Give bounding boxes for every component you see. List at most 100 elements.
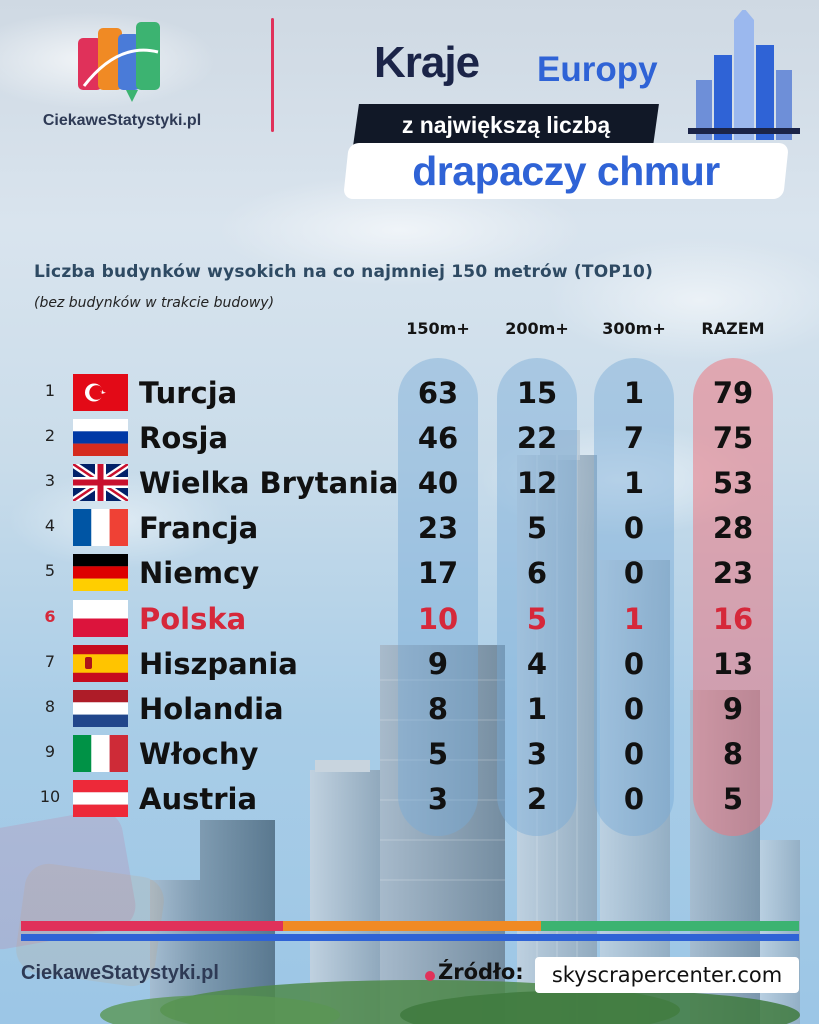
germany-flag (73, 554, 128, 592)
value-150m: 63 (417, 376, 459, 410)
value-200m: 3 (526, 736, 548, 771)
country-name: Rosja (139, 421, 229, 456)
value-200m: 2 (526, 781, 548, 816)
skyline-icon (688, 10, 800, 140)
source-value: skyscrapercenter.com (535, 957, 799, 993)
rank-number: 5 (44, 561, 56, 581)
value-razem: 79 (712, 376, 754, 410)
value-150m: 40 (417, 466, 459, 501)
value-300m: 7 (623, 421, 645, 456)
value-razem: 16 (712, 601, 754, 636)
table-row: 3 Wielka Brytania 40 12 1 53 (0, 461, 819, 506)
value-150m: 8 (427, 691, 449, 726)
value-150m: 23 (417, 511, 459, 546)
rank-number: 9 (44, 741, 56, 761)
country-name: Włochy (139, 736, 259, 771)
column-pill-200m (497, 358, 577, 836)
title-drapacze: drapaczy chmur (412, 148, 720, 194)
chart-note: (bez budynków w trakcie budowy) (34, 295, 275, 311)
value-300m: 0 (623, 781, 645, 816)
value-150m: 17 (417, 556, 459, 591)
value-300m: 1 (623, 466, 645, 501)
rank-number: 8 (44, 696, 56, 716)
italy-flag (73, 734, 128, 772)
value-200m: 12 (516, 466, 558, 501)
value-300m: 0 (623, 691, 645, 726)
logo-text: CiekaweStatystyki.pl (42, 112, 202, 129)
value-150m: 5 (427, 736, 449, 771)
country-name: Wielka Brytania (139, 466, 399, 501)
header-divider (271, 18, 274, 132)
column-header-300m: 300m+ (602, 319, 666, 338)
value-200m: 6 (526, 556, 548, 591)
table-row: 8 Holandia 8 1 0 9 (0, 687, 819, 732)
column-header-150m: 150m+ (406, 319, 470, 338)
rank-number: 10 (39, 786, 61, 806)
value-200m: 15 (516, 376, 558, 410)
table-row: 1 Turcja 63 15 1 79 (0, 371, 819, 416)
title-subline: z największą liczbą (401, 112, 611, 138)
value-150m: 46 (417, 421, 459, 456)
rank-number: 6 (44, 606, 56, 626)
value-300m: 0 (623, 646, 645, 681)
table-row: 4 Francja 23 5 0 28 (0, 506, 819, 551)
country-name: Polska (139, 601, 247, 636)
column-pill-300m (594, 358, 674, 836)
rank-number: 1 (44, 381, 56, 400)
value-300m: 0 (623, 511, 645, 546)
poland-flag (73, 599, 128, 637)
value-razem: 23 (712, 556, 754, 591)
country-name: Turcja (139, 376, 238, 410)
value-300m: 1 (623, 601, 645, 636)
column-header-razem: RAZEM (701, 319, 765, 338)
title-europy: Europy (537, 50, 658, 89)
value-150m: 9 (427, 646, 449, 681)
spain-flag (73, 644, 128, 682)
rank-number: 3 (44, 471, 56, 491)
footer-blue-bar (21, 934, 799, 941)
logo-icon (78, 22, 160, 102)
source-label: Źródło: (438, 960, 524, 984)
rank-number: 4 (44, 516, 56, 536)
russia-flag (73, 419, 128, 457)
value-150m: 3 (427, 781, 449, 816)
chart-subtitle: Liczba budynków wysokich na co najmniej … (34, 262, 654, 282)
country-name: Francja (139, 511, 259, 546)
column-pill-150m (398, 358, 478, 836)
country-name: Hiszpania (139, 646, 298, 681)
value-razem: 9 (722, 691, 744, 726)
rank-number: 7 (44, 651, 56, 671)
column-pill-razem (693, 358, 773, 836)
france-flag (73, 509, 128, 547)
table-row: 10 Austria 3 2 0 5 (0, 777, 819, 822)
table-row: 2 Rosja 46 22 7 75 (0, 416, 819, 461)
value-200m: 5 (526, 511, 548, 546)
value-200m: 1 (526, 691, 548, 726)
table-row: 6 Polska 10 5 1 16 (0, 597, 819, 642)
country-name: Holandia (139, 691, 284, 726)
uk-flag (73, 464, 128, 502)
table-row: 5 Niemcy 17 6 0 23 (0, 551, 819, 596)
value-200m: 4 (526, 646, 548, 681)
value-150m: 10 (417, 601, 459, 636)
country-name: Austria (139, 781, 258, 816)
value-300m: 1 (623, 376, 645, 410)
footer-color-bar (21, 921, 799, 931)
title-kraje: Kraje (374, 38, 480, 87)
value-razem: 28 (712, 511, 754, 546)
footer-logo-text: CiekaweStatystyki.pl (21, 962, 219, 984)
netherlands-flag (73, 689, 128, 727)
value-300m: 0 (623, 736, 645, 771)
austria-flag (73, 779, 128, 817)
value-razem: 13 (712, 646, 754, 681)
value-300m: 0 (623, 556, 645, 591)
value-razem: 8 (722, 736, 744, 771)
value-200m: 22 (516, 421, 558, 456)
source-bullet-icon (425, 971, 435, 981)
value-razem: 5 (722, 781, 744, 816)
value-razem: 53 (712, 466, 754, 501)
rank-number: 2 (44, 426, 56, 446)
table-row: 7 Hiszpania 9 4 0 13 (0, 642, 819, 687)
table-row: 9 Włochy 5 3 0 8 (0, 732, 819, 777)
